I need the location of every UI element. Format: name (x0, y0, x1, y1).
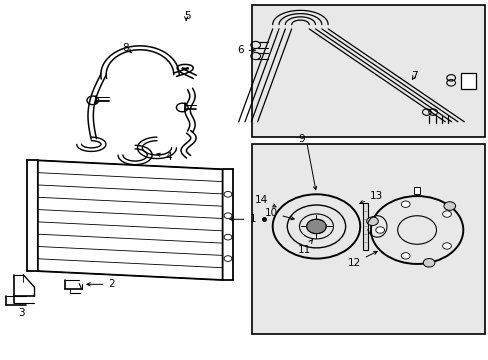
Circle shape (422, 258, 434, 267)
Circle shape (442, 211, 450, 217)
Text: 9: 9 (298, 134, 305, 144)
Circle shape (443, 202, 455, 210)
Circle shape (375, 227, 384, 233)
Text: 3: 3 (19, 308, 25, 318)
Bar (251, 5, 484, 137)
Circle shape (401, 253, 409, 259)
Text: 14: 14 (254, 195, 275, 207)
Circle shape (366, 217, 378, 225)
Bar (413, 187, 419, 194)
Text: 12: 12 (347, 251, 376, 268)
Text: 1: 1 (229, 214, 255, 224)
Text: 8: 8 (122, 43, 128, 53)
Circle shape (442, 243, 450, 249)
Circle shape (306, 219, 325, 234)
Bar (363, 203, 367, 249)
Text: 7: 7 (410, 71, 417, 81)
Bar (251, 144, 484, 334)
Bar (460, 73, 475, 89)
Text: 4: 4 (157, 152, 172, 162)
Text: 13: 13 (359, 191, 383, 204)
Text: 10: 10 (264, 208, 294, 220)
Text: 2: 2 (87, 279, 115, 289)
Text: 5: 5 (183, 11, 190, 21)
Text: 6: 6 (236, 45, 255, 55)
Text: 11: 11 (297, 239, 312, 255)
Circle shape (401, 201, 409, 207)
